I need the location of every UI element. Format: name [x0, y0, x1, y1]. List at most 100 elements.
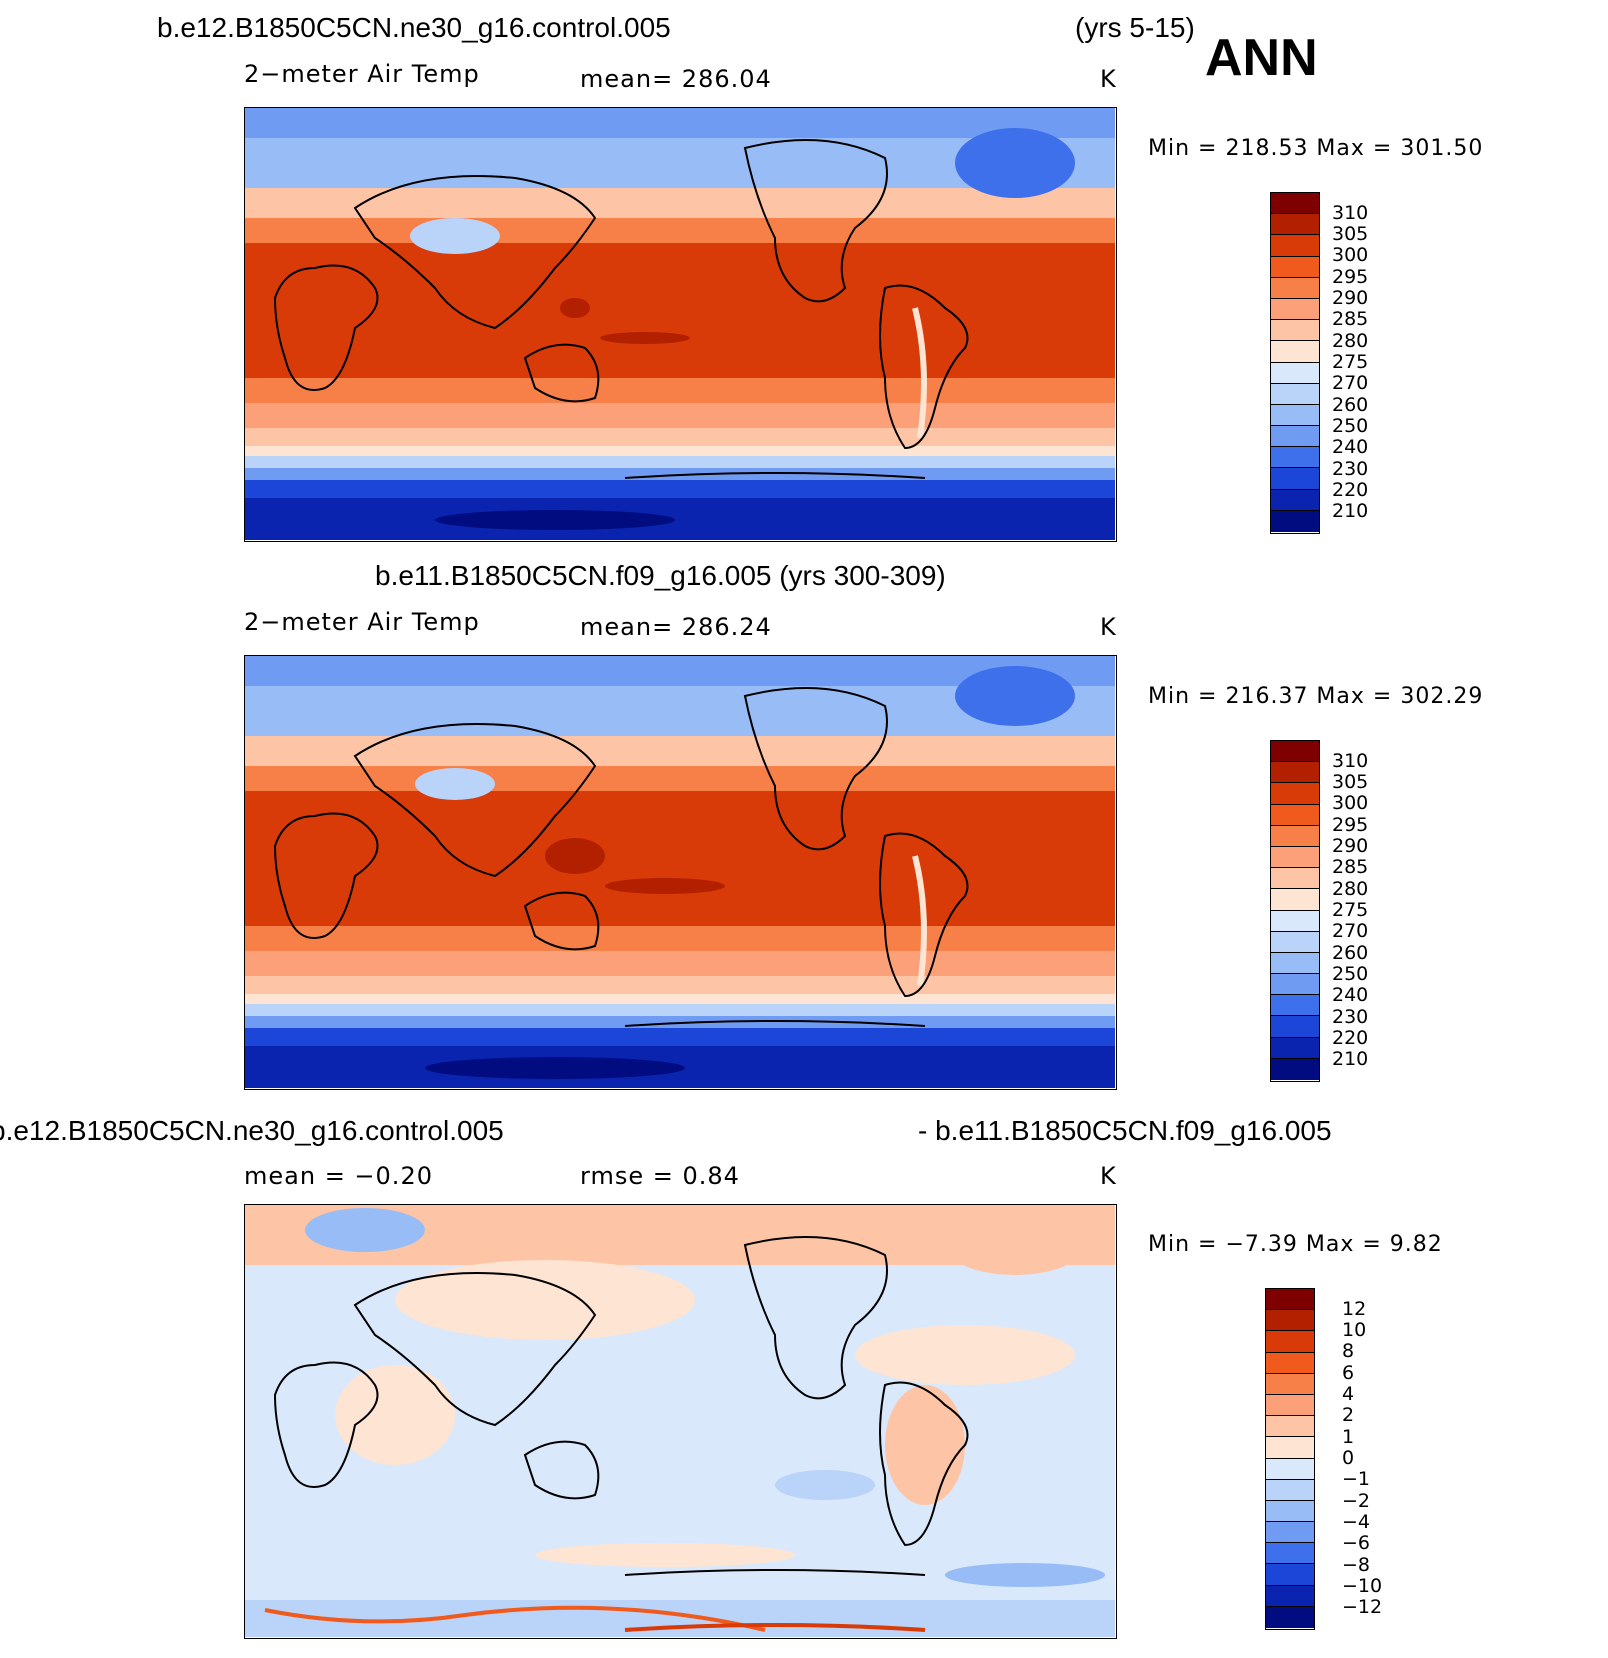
panel1-years: (yrs 5-15)	[1075, 12, 1195, 43]
panel1-units: K	[1100, 65, 1117, 93]
panel2-cb-label: 220	[1332, 1027, 1369, 1049]
panel3-colorbar-swatch	[1266, 1522, 1314, 1544]
panel2-units: K	[1100, 613, 1117, 641]
panel1-cb-label: 270	[1332, 372, 1369, 394]
panel1-cb-label: 290	[1332, 287, 1369, 309]
panel2-colorbar-swatch	[1271, 825, 1319, 847]
panel3-colorbar-swatch	[1266, 1500, 1314, 1523]
panel3-cb-label: 8	[1342, 1340, 1355, 1362]
panel3-colorbar-swatch	[1266, 1373, 1314, 1395]
panel2-colorbar	[1270, 740, 1320, 1082]
panel3-colorbar-swatch	[1266, 1458, 1314, 1480]
panel2-colorbar-swatch	[1271, 1058, 1319, 1080]
panel2-colorbar-swatch	[1271, 1016, 1319, 1038]
panel3-colorbar-swatch	[1266, 1437, 1314, 1459]
panel1-colorbar-swatch	[1271, 447, 1319, 469]
panel1-map-svg	[245, 108, 1115, 540]
panel2-colorbar-swatch	[1271, 783, 1319, 805]
panel3-colorbar	[1265, 1288, 1315, 1630]
panel2-colorbar-swatch	[1271, 1037, 1319, 1059]
panel2-colorbar-swatch	[1271, 741, 1319, 763]
panel3-colorbar-swatch	[1266, 1310, 1314, 1332]
panel2-colorbar-swatch	[1271, 868, 1319, 890]
panel2-colorbar-swatch	[1271, 846, 1319, 869]
panel2-mean: mean= 286.24	[580, 613, 772, 641]
panel3-map-svg	[245, 1205, 1115, 1637]
panel2-case-title: b.e11.B1850C5CN.f09_g16.005 (yrs 300-309…	[375, 560, 946, 591]
panel3-cb-label: 1	[1342, 1426, 1355, 1448]
panel1-colorbar-swatch	[1271, 298, 1319, 321]
panel3-title-left: b.e12.B1850C5CN.ne30_g16.control.005	[0, 1115, 504, 1146]
panel1-colorbar-swatch	[1271, 214, 1319, 236]
panel2-cb-label: 280	[1332, 878, 1369, 900]
panel3-cb-label: 4	[1342, 1383, 1355, 1405]
panel1-colorbar-swatch	[1271, 193, 1319, 215]
panel3-colorbar-swatch	[1266, 1606, 1314, 1628]
panel1-cb-label: 275	[1332, 351, 1369, 373]
panel3-map	[244, 1204, 1117, 1639]
panel3-cb-label: −6	[1342, 1532, 1371, 1554]
panel1-colorbar-swatch	[1271, 362, 1319, 384]
panel2-variable: 2−meter Air Temp	[244, 608, 480, 636]
panel1-cb-label: 305	[1332, 223, 1369, 245]
panel3-rmse: rmse = 0.84	[580, 1162, 740, 1190]
panel3-colorbar-swatch	[1266, 1394, 1314, 1417]
panel1-colorbar-swatch	[1271, 256, 1319, 278]
panel2-cb-label: 290	[1332, 835, 1369, 857]
panel1-mean: mean= 286.04	[580, 65, 772, 93]
panel2-map	[244, 655, 1117, 1090]
panel3-cb-label: −8	[1342, 1554, 1371, 1576]
panel2-cb-label: 300	[1332, 792, 1369, 814]
panel3-colorbar-swatch	[1266, 1479, 1314, 1501]
panel2-cb-label: 240	[1332, 984, 1369, 1006]
panel2-colorbar-swatch	[1271, 995, 1319, 1017]
panel1-cb-label: 240	[1332, 436, 1369, 458]
panel3-title-right: - b.e11.B1850C5CN.f09_g16.005	[918, 1115, 1332, 1146]
panel3-mean: mean = −0.20	[244, 1162, 433, 1190]
panel1-colorbar-swatch	[1271, 341, 1319, 363]
panel1-case-title: b.e12.B1850C5CN.ne30_g16.control.005	[157, 12, 671, 43]
panel2-cb-label: 275	[1332, 899, 1369, 921]
panel2-colorbar-swatch	[1271, 974, 1319, 996]
panel1-cb-label: 260	[1332, 394, 1369, 416]
panel1-cb-label: 220	[1332, 479, 1369, 501]
panel3-cb-label: −1	[1342, 1468, 1371, 1490]
panel1-cb-label: 250	[1332, 415, 1369, 437]
panel2-cb-label: 285	[1332, 856, 1369, 878]
panel1-variable: 2−meter Air Temp	[244, 60, 480, 88]
panel1-colorbar-swatch	[1271, 489, 1319, 511]
panel2-map-svg	[245, 656, 1115, 1088]
panel3-cb-label: 12	[1342, 1298, 1367, 1320]
panel1-colorbar-swatch	[1271, 404, 1319, 427]
panel3-colorbar-swatch	[1266, 1331, 1314, 1353]
panel1-minmax: Min = 218.53 Max = 301.50	[1148, 136, 1484, 161]
panel1-cb-label: 285	[1332, 308, 1369, 330]
panel2-cb-label: 305	[1332, 771, 1369, 793]
panel2-cb-label: 295	[1332, 814, 1369, 836]
panel3-cb-label: −12	[1342, 1596, 1383, 1618]
panel2-colorbar-swatch	[1271, 762, 1319, 784]
panel1-cb-label: 230	[1332, 458, 1369, 480]
panel3-cb-label: −2	[1342, 1490, 1371, 1512]
panel2-minmax: Min = 216.37 Max = 302.29	[1148, 684, 1484, 709]
panel2-cb-label: 260	[1332, 942, 1369, 964]
panel3-cb-label: 10	[1342, 1319, 1367, 1341]
panel1-colorbar-swatch	[1271, 277, 1319, 299]
panel1-cb-label: 280	[1332, 330, 1369, 352]
panel1-map	[244, 107, 1117, 542]
panel3-cb-label: −4	[1342, 1511, 1371, 1533]
panel2-colorbar-swatch	[1271, 910, 1319, 932]
panel1-cb-label: 310	[1332, 202, 1369, 224]
season-label: ANN	[1205, 29, 1318, 87]
panel3-cb-label: 2	[1342, 1404, 1355, 1426]
panel2-cb-label: 270	[1332, 920, 1369, 942]
panel2-cb-label: 250	[1332, 963, 1369, 985]
panel2-cb-label: 310	[1332, 750, 1369, 772]
panel1-colorbar-swatch	[1271, 383, 1319, 405]
panel1-cb-label: 210	[1332, 500, 1369, 522]
panel1-cb-label: 295	[1332, 266, 1369, 288]
panel3-units: K	[1100, 1162, 1117, 1190]
panel2-colorbar-swatch	[1271, 889, 1319, 911]
panel1-cb-label: 300	[1332, 244, 1369, 266]
panel3-colorbar-swatch	[1266, 1543, 1314, 1565]
